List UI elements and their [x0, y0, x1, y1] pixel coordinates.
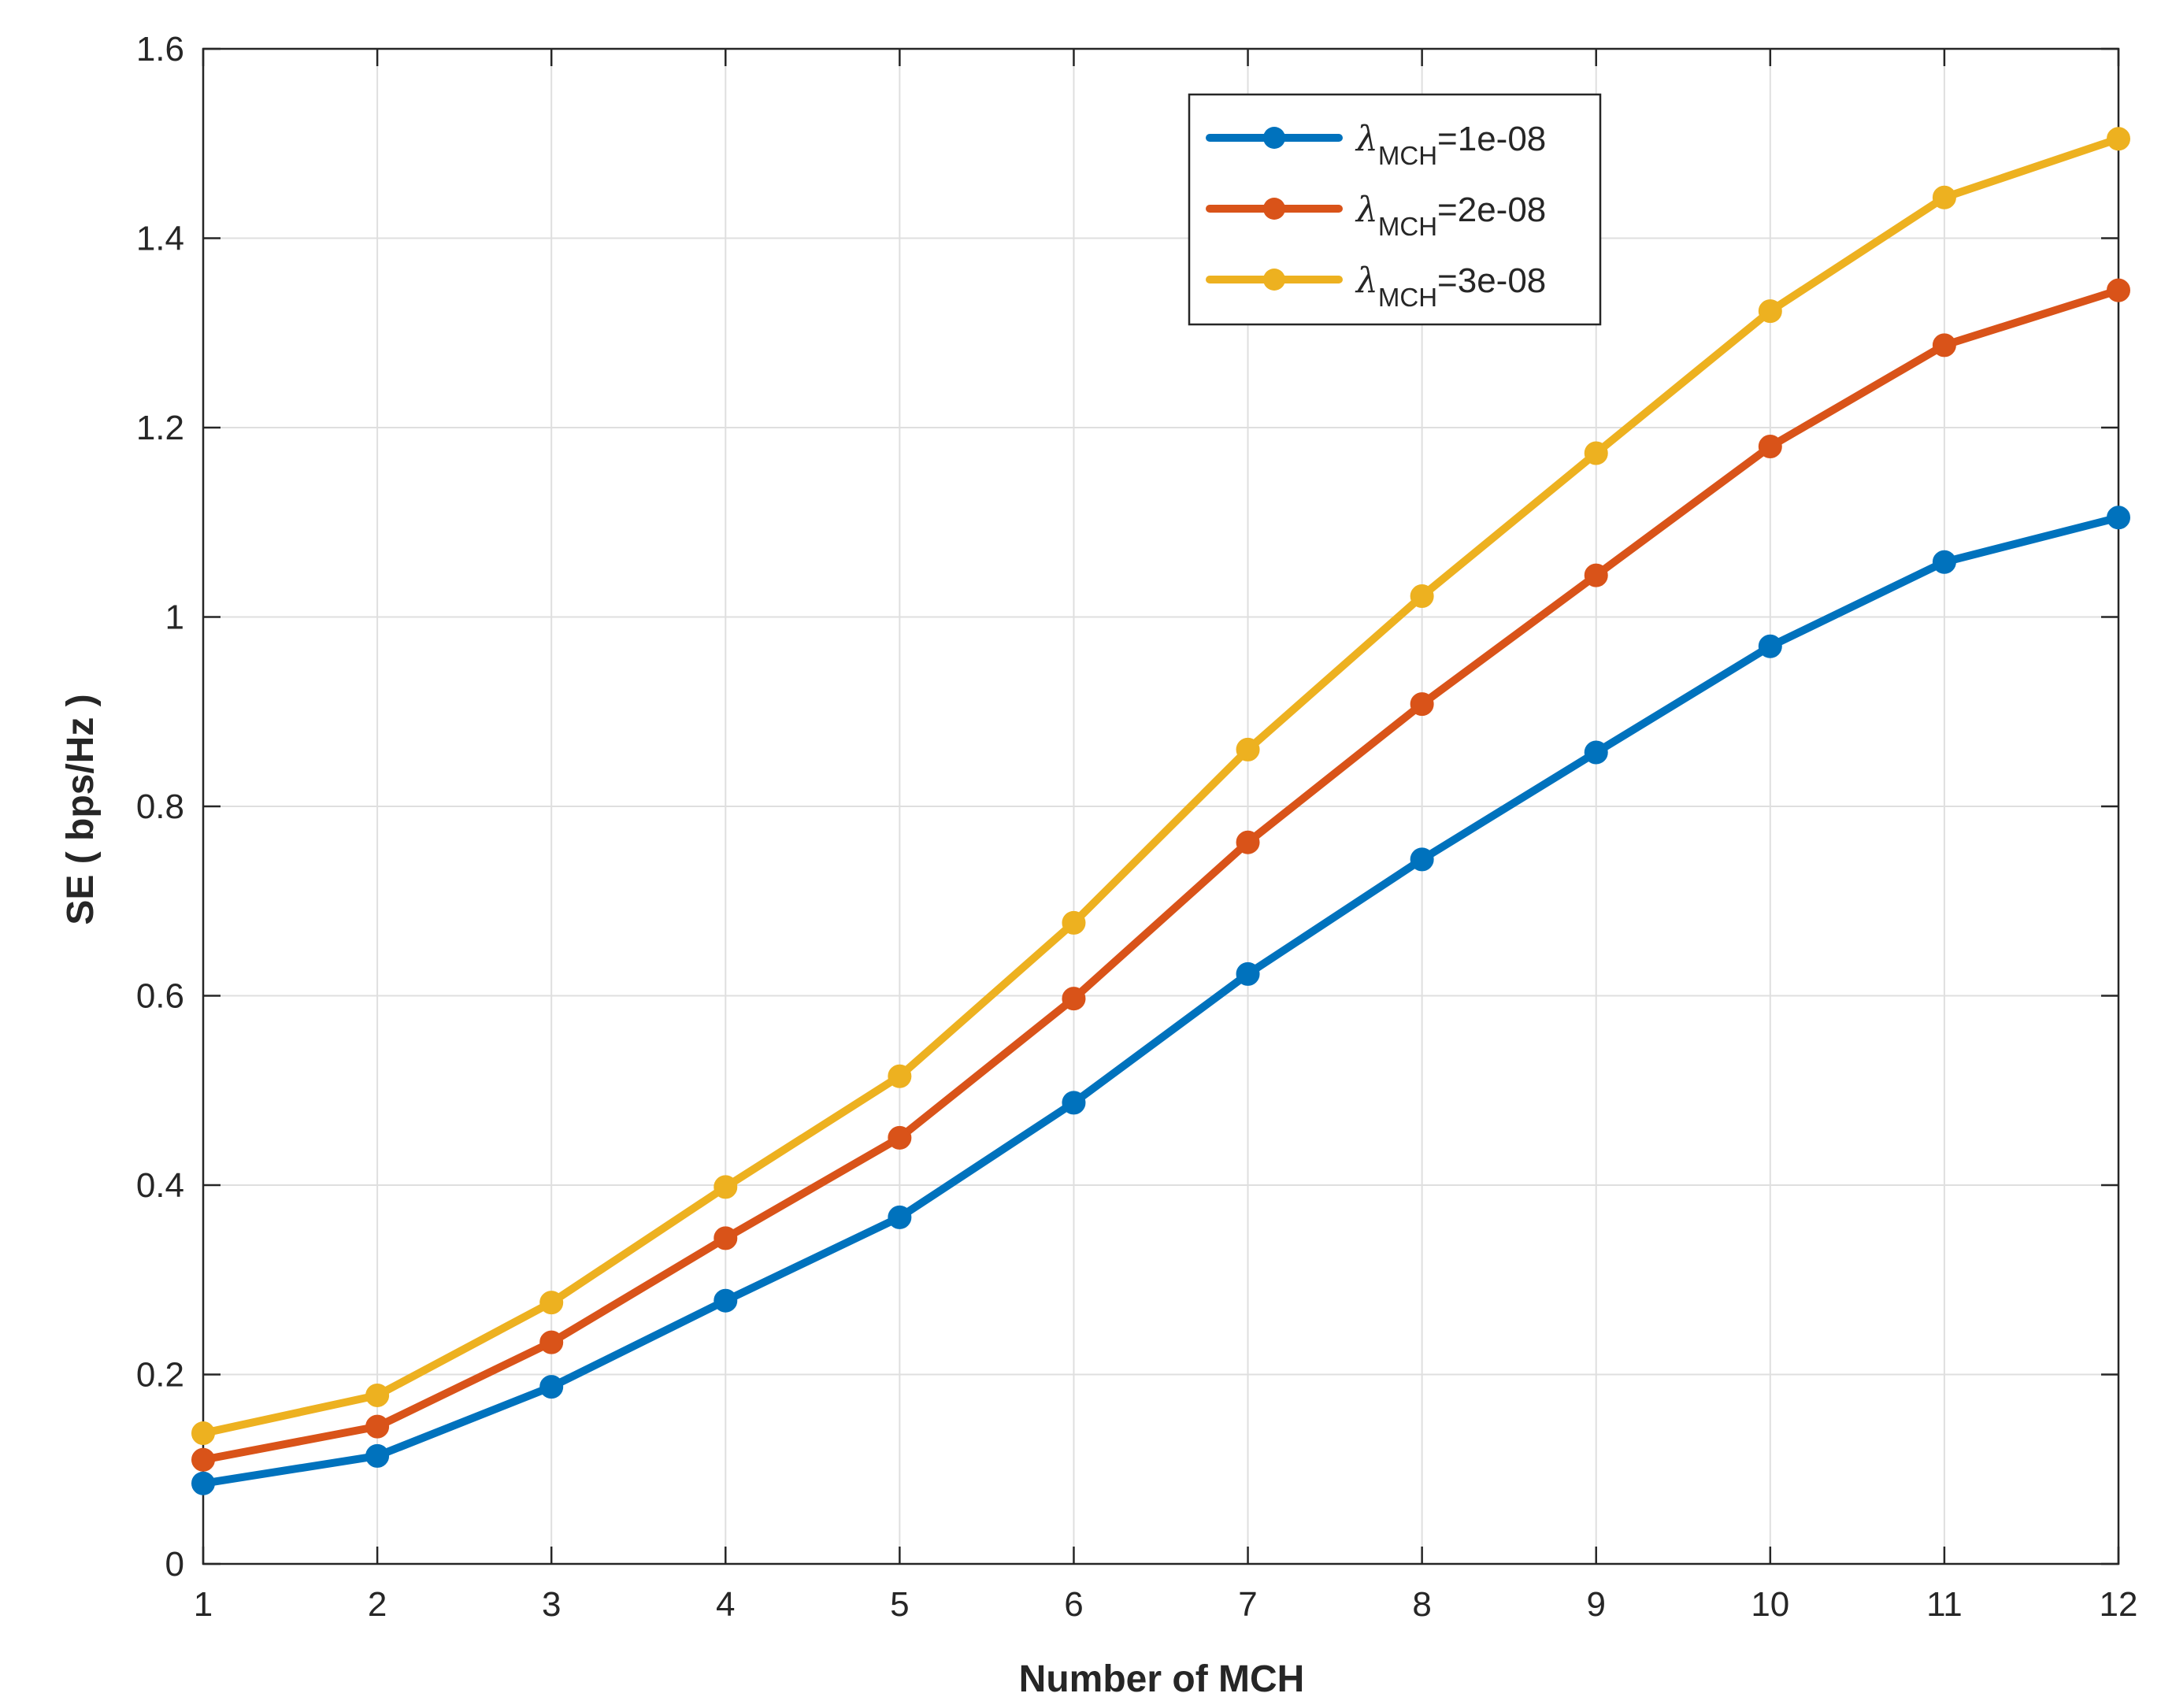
data-point [1932, 333, 1956, 358]
data-point [365, 1383, 390, 1407]
data-point [539, 1375, 564, 1399]
x-tick-label: 2 [368, 1585, 387, 1624]
y-tick-label: 0 [165, 1545, 184, 1584]
legend-marker [1263, 269, 1285, 291]
data-point [191, 1471, 215, 1495]
data-point [539, 1291, 564, 1315]
data-point [1062, 910, 1086, 935]
series-layer [191, 127, 2130, 1495]
data-point [714, 1288, 738, 1313]
data-point [2107, 127, 2130, 151]
y-tick-label: 0.6 [136, 977, 184, 1016]
series-3 [191, 127, 2130, 1446]
x-tick-label: 12 [2100, 1585, 2138, 1624]
legend-subscript: MCH [1378, 141, 1437, 170]
series-line [199, 135, 2122, 1438]
data-point [191, 1447, 215, 1472]
data-point [1410, 692, 1434, 717]
x-axis-title: Number of MCH [1019, 1658, 1305, 1700]
data-point [2107, 278, 2130, 302]
x-tick-label: 9 [1586, 1585, 1605, 1624]
y-tick-label: 1.6 [136, 30, 184, 69]
data-point [1236, 961, 1260, 986]
series-1 [191, 506, 2130, 1495]
y-tick-label: 1.2 [136, 409, 184, 447]
legend-marker [1263, 127, 1285, 149]
data-point [888, 1205, 912, 1229]
data-point [1410, 847, 1434, 872]
x-tick-label: 10 [1751, 1585, 1789, 1624]
y-tick-label: 0.2 [136, 1356, 184, 1395]
data-point [2107, 506, 2130, 530]
legend-value: =1e-08 [1437, 120, 1546, 158]
x-tick-label: 11 [1926, 1585, 1963, 1624]
x-tick-label: 1 [194, 1585, 213, 1624]
legend-label: λMCH=1e-08 [1355, 119, 1546, 170]
data-point [1758, 435, 1782, 459]
legend-symbol: λ [1355, 119, 1378, 159]
legend-entry-3: λMCH=3e-08 [1206, 261, 1546, 312]
y-tick-label: 0.8 [136, 787, 184, 826]
legend-entry-1: λMCH=1e-08 [1206, 119, 1546, 170]
x-tick-label: 5 [890, 1585, 909, 1624]
data-point [1584, 563, 1608, 587]
data-point [1584, 740, 1608, 765]
series-line [199, 513, 2122, 1488]
data-point [365, 1414, 390, 1439]
legend-label: λMCH=3e-08 [1355, 261, 1546, 312]
y-axis-title: SE ( bps/Hz ) [60, 694, 102, 924]
legend-marker [1263, 198, 1285, 220]
legend-entry-2: λMCH=2e-08 [1206, 190, 1546, 241]
data-point [888, 1125, 912, 1150]
x-tick-label: 6 [1064, 1585, 1083, 1624]
data-point [1410, 584, 1434, 609]
y-tick-label: 1 [165, 598, 184, 637]
legend-value: =3e-08 [1437, 261, 1546, 300]
data-point [1236, 830, 1260, 854]
data-point [714, 1175, 738, 1199]
y-tick-label: 0.4 [136, 1166, 184, 1205]
data-point [1584, 441, 1608, 465]
series-line [199, 286, 2122, 1464]
data-point [1062, 987, 1086, 1011]
x-tick-label: 7 [1238, 1585, 1257, 1624]
data-point [1758, 634, 1782, 658]
legend-symbol: λ [1355, 190, 1378, 230]
data-point [365, 1443, 390, 1468]
data-point [1758, 299, 1782, 324]
data-point [1932, 550, 1956, 574]
data-point [1062, 1091, 1086, 1115]
legend-subscript: MCH [1378, 212, 1437, 241]
data-point [1236, 737, 1260, 761]
legend-label: λMCH=2e-08 [1355, 190, 1546, 241]
data-point [888, 1064, 912, 1088]
x-tick-label: 8 [1412, 1585, 1431, 1624]
data-point [714, 1226, 738, 1250]
x-tick-label: 3 [542, 1585, 561, 1624]
y-tick-label: 1.4 [136, 220, 184, 258]
data-point [1932, 185, 1956, 209]
data-point [191, 1421, 215, 1446]
x-tick-label: 4 [716, 1585, 735, 1624]
legend-subscript: MCH [1378, 283, 1437, 312]
data-point [539, 1330, 564, 1354]
legend-symbol: λ [1355, 261, 1378, 301]
legend-value: =2e-08 [1437, 191, 1546, 229]
series-2 [191, 278, 2130, 1472]
